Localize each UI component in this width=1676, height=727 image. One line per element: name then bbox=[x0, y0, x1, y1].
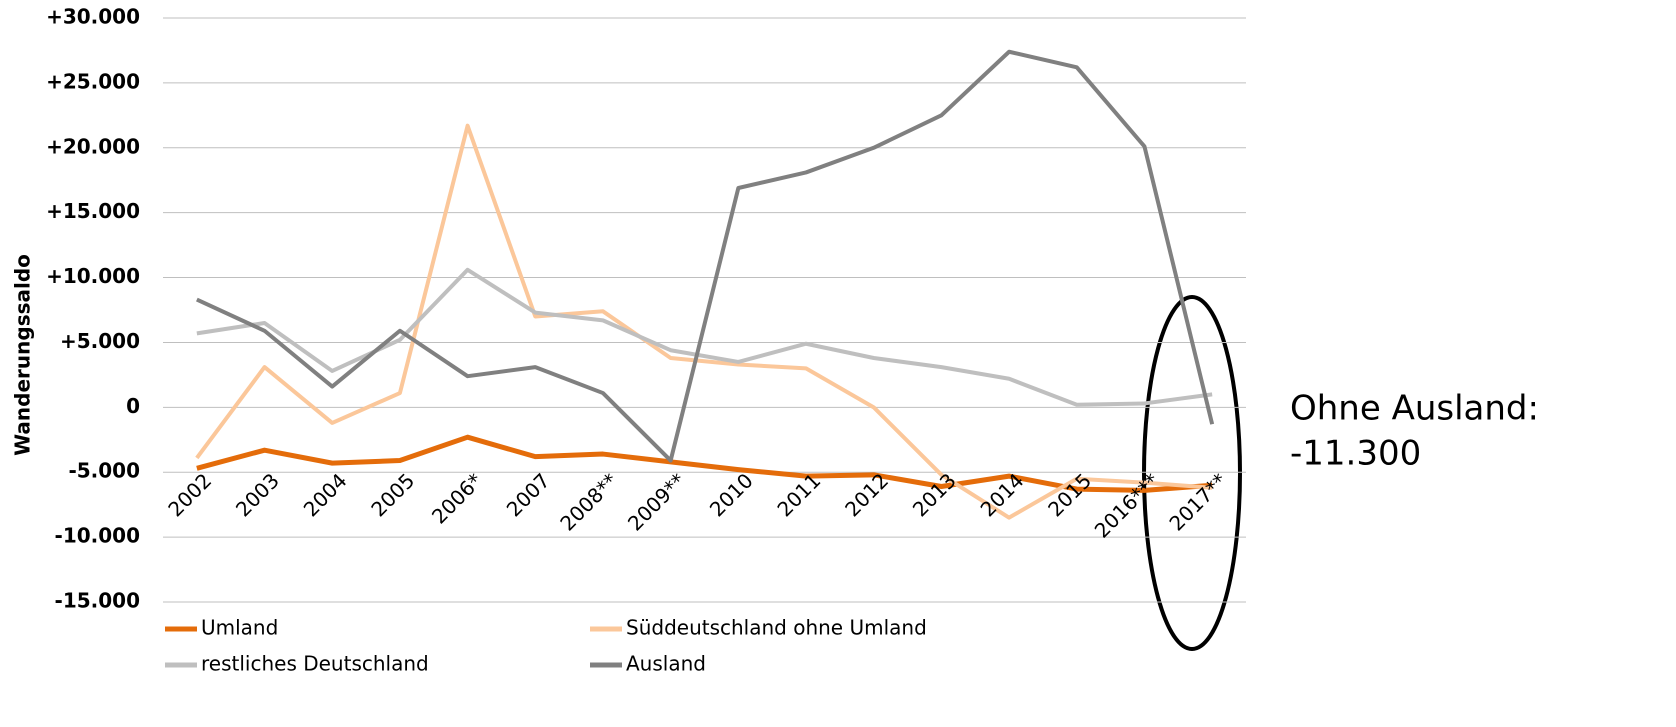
x-tick-label: 2005 bbox=[366, 468, 419, 521]
series-line bbox=[195, 123, 1213, 520]
legend-label: restliches Deutschland bbox=[201, 652, 429, 676]
series-line bbox=[196, 434, 1213, 493]
x-tick-label: 2004 bbox=[299, 468, 352, 521]
y-tick-label: -15.000 bbox=[55, 589, 140, 613]
y-tick-label: +5.000 bbox=[60, 329, 140, 353]
x-tick-label: 2007 bbox=[502, 468, 555, 521]
legend-label: Ausland bbox=[626, 652, 706, 676]
x-tick-label: 2010 bbox=[705, 468, 758, 521]
y-tick-label: +25.000 bbox=[46, 69, 140, 93]
x-tick-label: 2006* bbox=[427, 468, 487, 528]
x-tick-label: 2008** bbox=[555, 468, 622, 535]
y-tick-label: -10.000 bbox=[55, 524, 140, 548]
annotation: -11.300 bbox=[1290, 434, 1421, 474]
y-axis-label: Wanderungssaldo bbox=[11, 254, 35, 456]
y-tick-label: +30.000 bbox=[46, 5, 140, 29]
annotation: Ohne Ausland: bbox=[1290, 389, 1539, 429]
legend-label: Umland bbox=[201, 616, 278, 640]
highlight-ellipse bbox=[1142, 295, 1242, 651]
y-tick-label: -5.000 bbox=[68, 459, 140, 483]
x-tick-label: 2009** bbox=[623, 468, 690, 535]
y-tick-label: +20.000 bbox=[46, 134, 140, 158]
y-tick-label: +10.000 bbox=[46, 264, 140, 288]
x-tick-label: 2017** bbox=[1164, 468, 1231, 535]
x-tick-label: 2002 bbox=[163, 468, 216, 521]
legend-label: Süddeutschland ohne Umland bbox=[626, 616, 927, 640]
series-line bbox=[196, 267, 1213, 407]
series-line bbox=[196, 49, 1215, 463]
x-tick-label: 2013 bbox=[908, 468, 961, 521]
y-tick-label: 0 bbox=[126, 394, 140, 418]
y-tick-label: +15.000 bbox=[46, 199, 140, 223]
x-tick-label: 2003 bbox=[231, 468, 284, 521]
